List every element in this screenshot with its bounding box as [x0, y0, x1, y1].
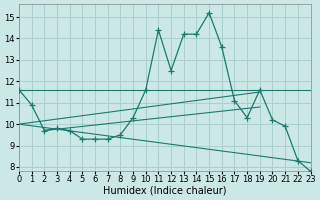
X-axis label: Humidex (Indice chaleur): Humidex (Indice chaleur) [103, 186, 227, 196]
